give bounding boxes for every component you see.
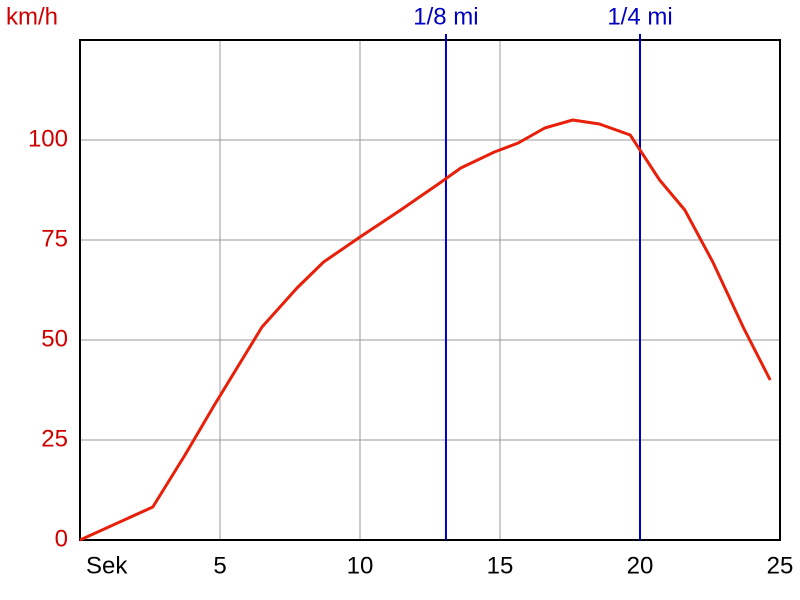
x-tick-label: 10 (347, 552, 374, 579)
distance-marker-label: 1/4 mi (607, 3, 672, 30)
x-tick-label: 25 (767, 552, 794, 579)
x-tick-label: 15 (487, 552, 514, 579)
x-tick-label: 20 (627, 552, 654, 579)
y-tick-label: 100 (28, 125, 68, 152)
y-tick-label: 0 (55, 525, 68, 552)
plot-frame (79, 39, 781, 541)
distance-marker-label: 1/8 mi (413, 3, 478, 30)
speed-line (79, 118, 772, 542)
y-tick-label: 50 (41, 325, 68, 352)
y-axis-label: km/h (6, 3, 58, 30)
x-axis-label: Sek (86, 552, 128, 579)
y-tick-label: 25 (41, 425, 68, 452)
y-tick-label: 75 (41, 225, 68, 252)
x-tick-label: 5 (213, 552, 226, 579)
